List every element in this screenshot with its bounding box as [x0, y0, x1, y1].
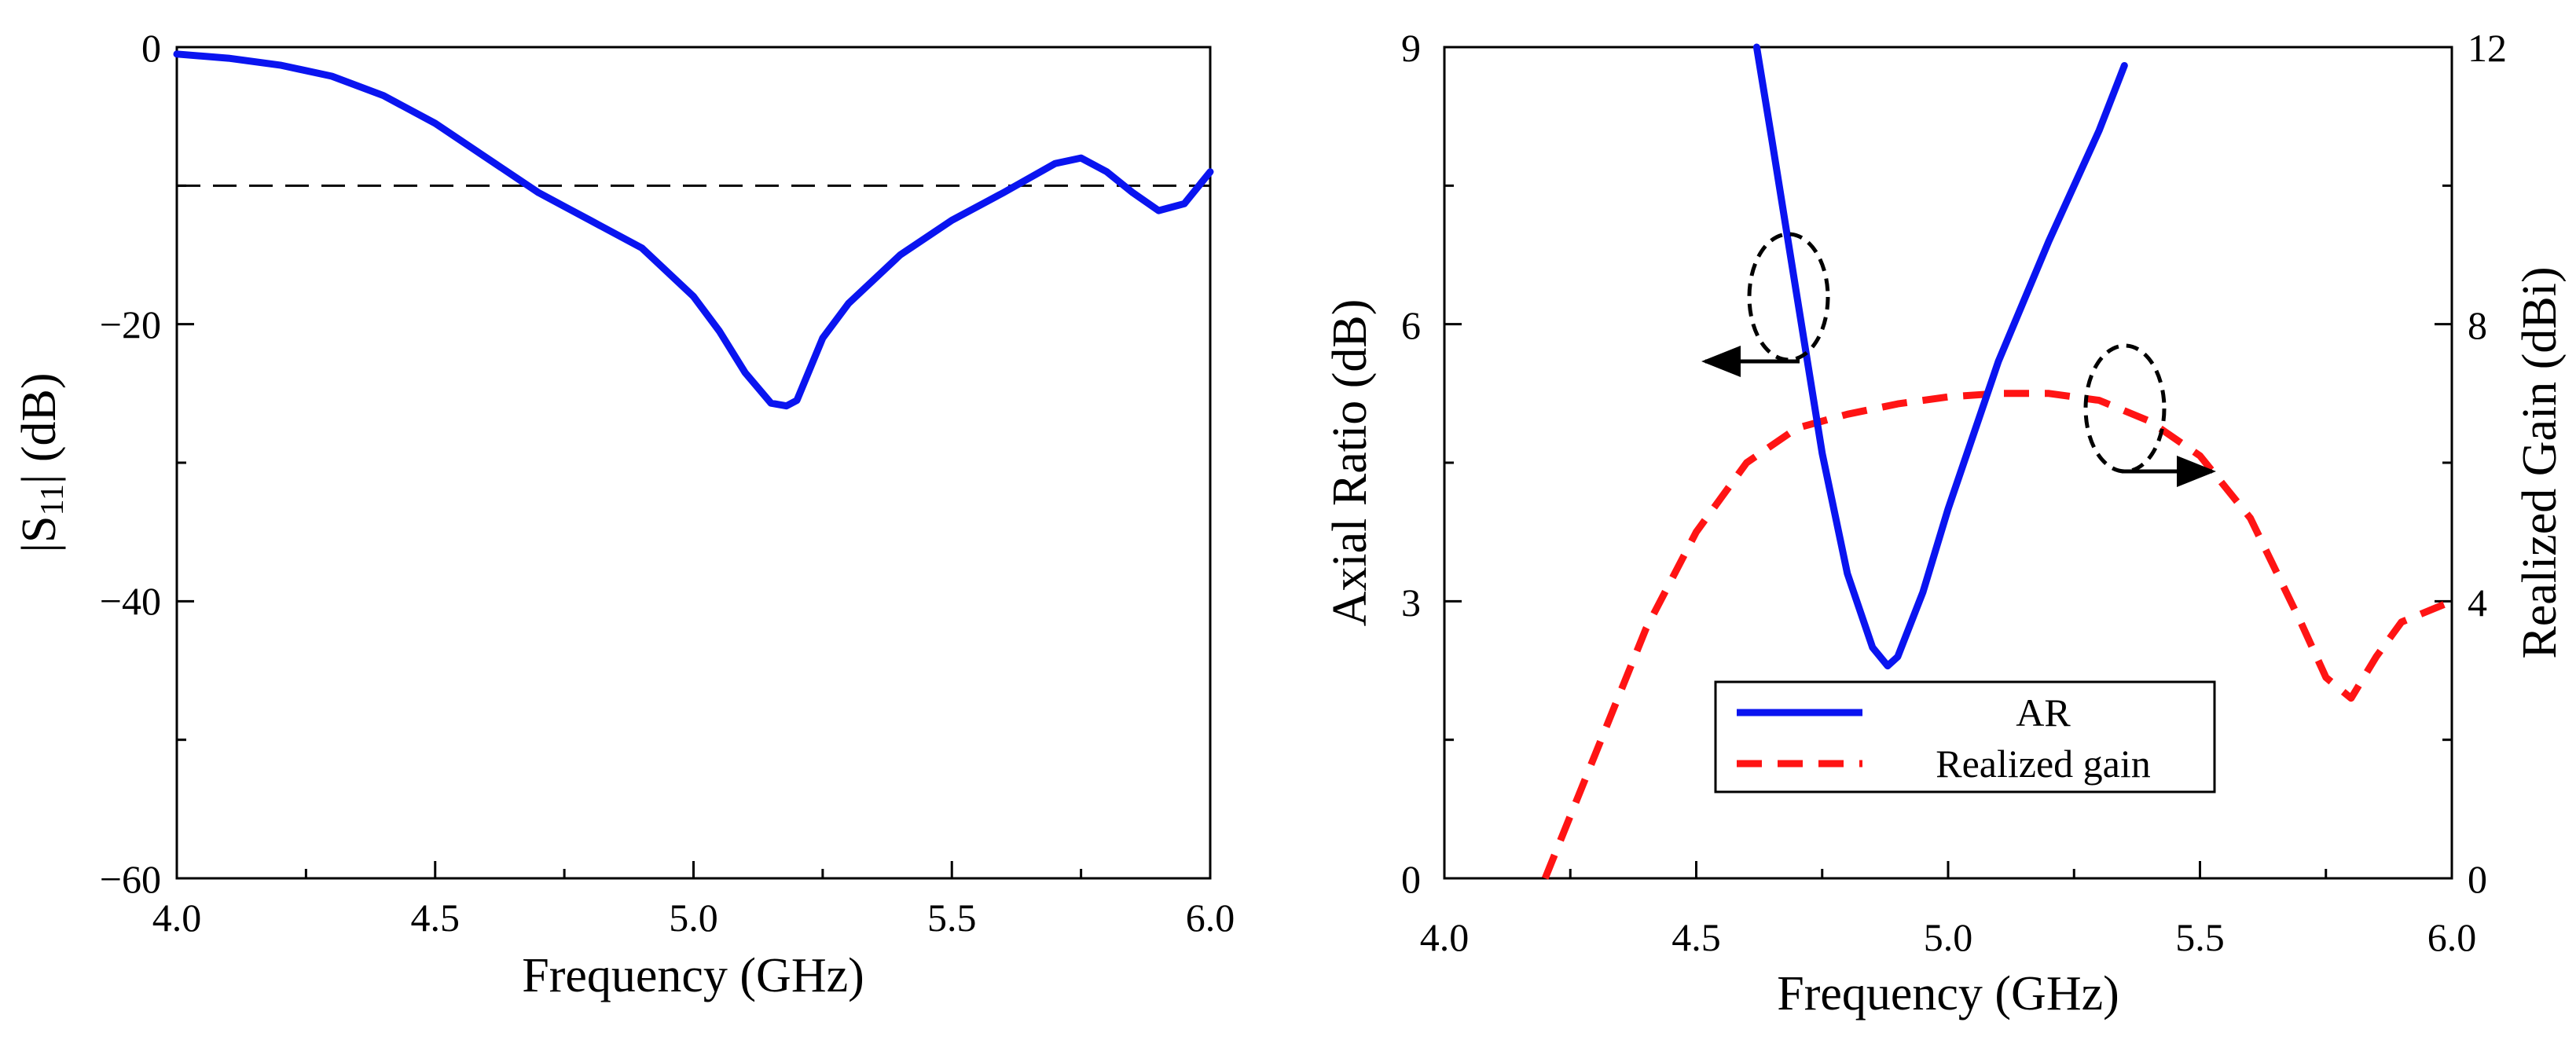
ar-ticks: [1443, 46, 2453, 880]
ar-gain-chart: AR Realized gain 4.0 4.5 5.0 5.5 6.0 0 3…: [1323, 26, 2567, 1021]
s11-x-axis-title: Frequency (GHz): [522, 949, 864, 1002]
s11-y-axis-title: |S11| (dB): [13, 373, 71, 553]
s11-ytick-label: −60: [100, 857, 161, 901]
ar-ytick-label: 0: [1401, 857, 1421, 901]
s11-xtick-label: 6.0: [1186, 896, 1235, 940]
gain-series-line: [1542, 390, 2453, 880]
ar-xtick-label: 4.0: [1420, 915, 1470, 959]
gain-ytick-label: 0: [2468, 857, 2487, 901]
s11-xtick-label: 5.0: [669, 896, 718, 940]
legend-box: [1714, 680, 2216, 793]
ar-xtick-label: 5.0: [1924, 915, 1973, 959]
ar-xtick-label: 6.0: [2427, 915, 2477, 959]
ar-annotation-ellipse: [1747, 232, 1830, 362]
gain-ytick-label: 4: [2468, 581, 2487, 625]
ar-ytick-label: 3: [1401, 581, 1421, 625]
gain-ytick-label: 8: [2468, 303, 2487, 347]
ar-ytick-label: 6: [1401, 303, 1421, 347]
s11-ticks: [175, 46, 1212, 880]
s11-ylabel-subscript: 11: [35, 484, 71, 515]
legend-label-gain: Realized gain: [1936, 742, 2151, 786]
s11-xtick-label: 4.5: [411, 896, 461, 940]
legend: AR Realized gain: [1714, 680, 2216, 793]
ar-series-line: [1752, 43, 2128, 670]
gain-axis-annotation: [2083, 343, 2216, 487]
s11-ytick-label: −40: [100, 579, 161, 623]
gain-annotation-ellipse: [2083, 343, 2167, 474]
legend-label-ar: AR: [2016, 691, 2071, 735]
s11-ylabel-part: | (dB): [13, 373, 66, 485]
s11-series-line: [173, 50, 1214, 410]
gain-ytick-label: 12: [2468, 26, 2507, 70]
s11-ytick-label: 0: [141, 26, 161, 70]
s11-chart: 4.0 4.5 5.0 5.5 6.0 0 −20 −40 −60 Freque…: [13, 26, 1235, 1002]
s11-ylabel-part: |S: [13, 516, 66, 553]
s11-xtick-label: 4.0: [152, 896, 202, 940]
ar-ytick-label: 9: [1401, 26, 1421, 70]
ar-y-axis-title: Axial Ratio (dB): [1323, 299, 1377, 627]
s11-plot-frame: [175, 46, 1212, 880]
s11-ytick-label: −20: [100, 302, 161, 346]
ar-xtick-label: 4.5: [1671, 915, 1721, 959]
s11-xtick-label: 5.5: [927, 896, 977, 940]
ar-x-axis-title: Frequency (GHz): [1777, 967, 2119, 1021]
ar-axis-annotation: [1701, 232, 1830, 377]
gain-y-axis-title: Realized Gain (dBi): [2513, 266, 2567, 658]
ar-xtick-label: 5.5: [2175, 915, 2225, 959]
